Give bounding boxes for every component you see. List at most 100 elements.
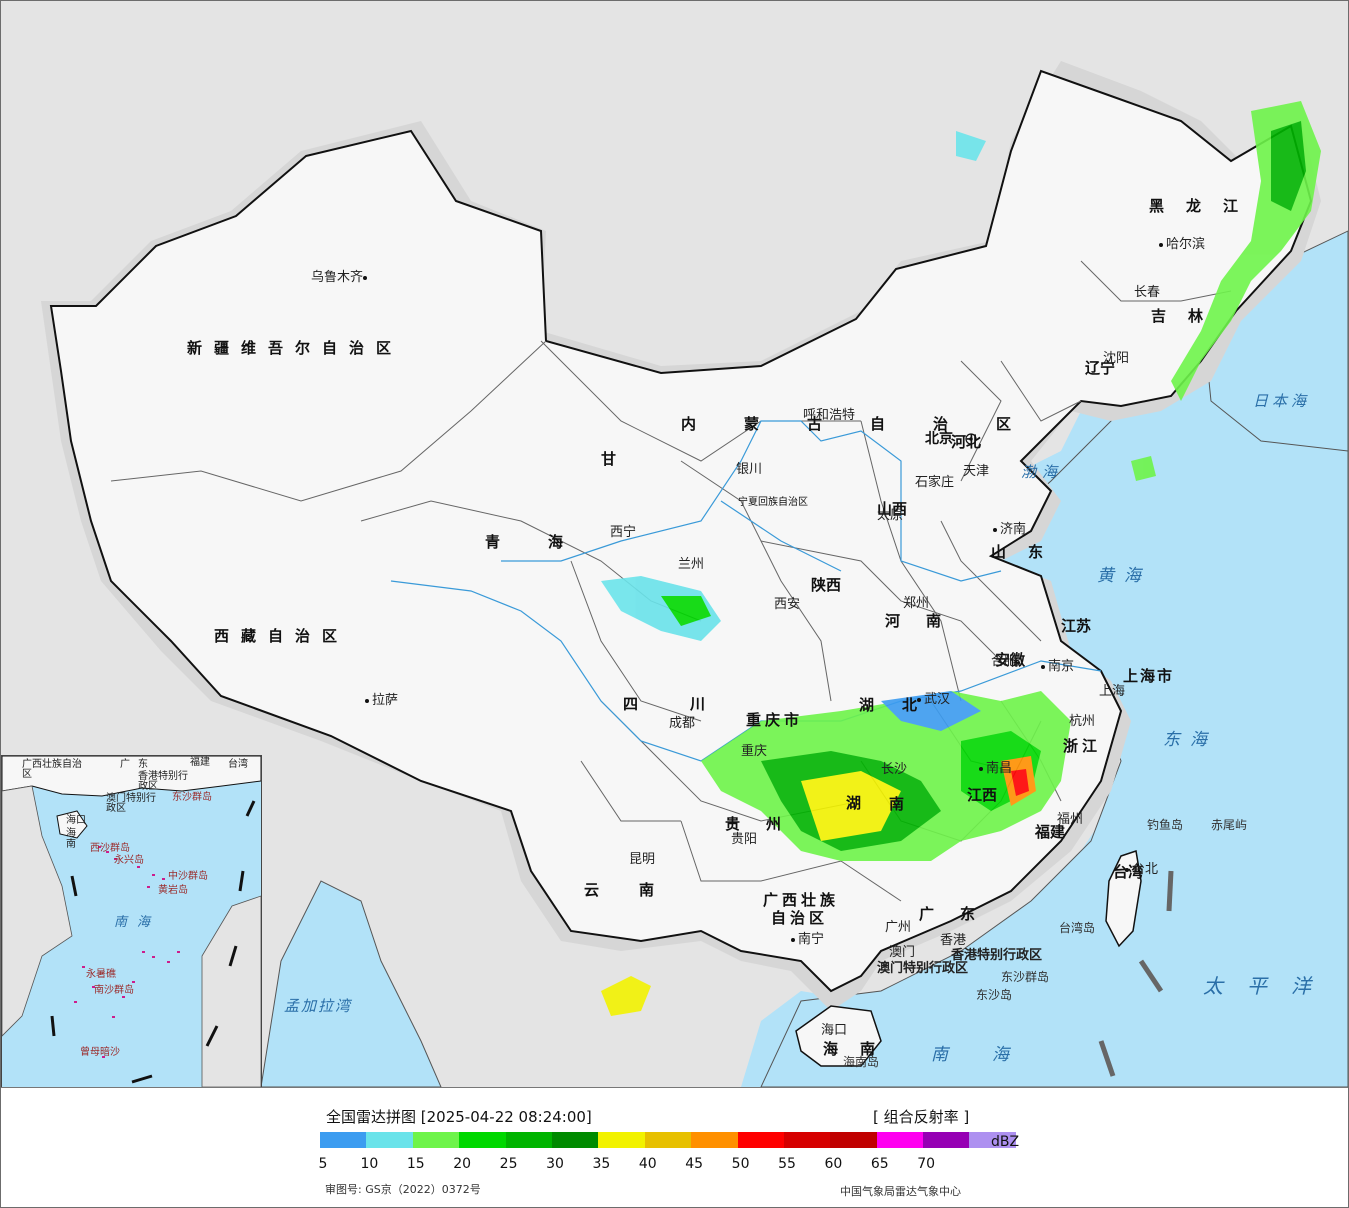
city-urumqi: 乌鲁木齐 [311,271,370,284]
island-dongsha-qundao: 东沙群岛 [1001,970,1050,984]
legend-swatch [551,1132,599,1148]
inset-label-dongsha: 东沙群岛 [172,792,212,803]
legend-tick-label: 10 [360,1156,379,1172]
province-label-xizang: 西藏自治区 [214,627,350,645]
legend-unit: dBZ [991,1134,1020,1150]
inset-label-guangdong: 广东 [120,759,156,770]
province-label-hunan-1: 湖 [846,794,874,812]
city-shijiazhuang: 石家庄 [915,475,955,490]
province-label-hubei-2: 北 [902,696,930,714]
hainan-island [795,1005,882,1067]
legend-tick-label: 20 [453,1156,472,1172]
city-huhehaote: 呼和浩特 [803,408,856,423]
sea-label-taipingyang: 太平洋 [1203,974,1335,998]
legend-tick-label: 65 [870,1156,889,1172]
province-label-guizhou: 贵州 [725,815,808,833]
city-chengdu: 成都 [669,716,696,731]
inset-label-xisha: 西沙群岛 [90,843,130,854]
legend-color-bar [320,1132,1016,1148]
city-yinchuan: 银川 [736,462,763,477]
sea-label-bengal: 孟加拉湾 [284,997,353,1015]
inset-label-hainan: 海南 [66,828,76,850]
province-label-yunnan: 云南 [584,881,695,899]
province-label-hainan: 海南 [823,1040,898,1058]
inset-label-zengmu: 曾母暗沙 [80,1047,120,1058]
sea-label-huanghai: 黄海 [1097,566,1151,586]
city-zhengzhou: 郑州 [903,596,930,611]
legend-swatch [737,1132,784,1148]
map-area: 新疆维吾尔自治区 西藏自治区 青海 甘 四川 云南 贵州 广西壮族 自治区 广东… [1,1,1348,1088]
legend-tick-label: 35 [592,1156,611,1172]
city-chongqing: 重庆 [741,744,768,759]
legend-swatch [691,1132,738,1148]
legend-swatch [505,1132,552,1148]
province-label-xinjiang: 新疆维吾尔自治区 [187,339,404,357]
legend-tick-label: 5 [318,1156,328,1172]
city-haerbin: 哈尔滨 [1159,238,1205,251]
province-label-chongqing: 重庆市 [746,711,804,729]
sea-label-donghai: 东海 [1163,730,1217,750]
legend-swatch [644,1132,692,1148]
province-label-zhejiang: 浙江 [1063,737,1102,755]
city-taiyuan: 太原 [877,508,904,523]
island-hainan-dao: 海南岛 [843,1055,880,1069]
inset-label-macau: 澳门特别行政区 [106,793,156,814]
city-tianjin: 天津 [963,464,990,479]
province-label-jiangxi: 江西 [967,786,998,804]
echo-yunnan-border [601,976,651,1016]
legend-swatch [830,1132,877,1148]
inset-label-zhongsha: 中沙群岛 [168,871,208,882]
province-label-anhui: 安徽 [995,651,1026,669]
legend-tick-label: 50 [731,1156,750,1172]
legend-panel: 全国雷达拼图 [2025-04-22 08:24:00] [ 组合反射率 ] d… [1,1088,1348,1207]
province-label-jiangsu: 江苏 [1061,617,1092,635]
city-xianggang: 香港 [940,933,967,948]
city-changsha: 长沙 [881,762,908,777]
city-wuhan: 武汉 [917,693,950,706]
label-macau-sar: 澳门特别行政区 [877,961,969,976]
province-label-jilin: 吉林 [1151,307,1226,325]
legend-swatch [923,1132,970,1148]
inset-label-fujian: 福建 [190,757,210,768]
island-diaoyu: 钓鱼岛 [1147,818,1184,832]
inset-label-yongshu: 永暑礁 [86,969,116,980]
inset-label-huangyan: 黄岩岛 [158,885,188,896]
legend-swatch [598,1132,645,1148]
legend-source: 中国气象局雷达气象中心 [840,1185,961,1198]
legend-tick-label: 25 [499,1156,518,1172]
province-label-hunan-2: 南 [889,795,917,813]
legend-tick-label: 15 [406,1156,425,1172]
province-label-neimenggu: 内蒙古自治区 [681,415,1060,433]
legend-review-number: 审图号: GS京（2022）0372号 [325,1183,481,1196]
inset-label-haikou: 海口 [66,815,86,826]
sea-label-ribenhai: 日本海 [1253,392,1311,410]
bay-of-bengal [260,880,442,1087]
city-guangzhou: 广州 [885,920,912,935]
legend-tick-label: 45 [685,1156,704,1172]
legend-swatch [320,1132,367,1148]
city-haikou: 海口 [821,1023,848,1038]
city-fuzhou: 福州 [1057,812,1084,827]
city-taibei: 台北 [1125,863,1158,876]
inset-label-nansha: 南沙群岛 [94,985,134,996]
city-lasa: 拉萨 [365,694,398,707]
province-label-fujian: 福建 [1035,823,1066,841]
boundary-dashes [1098,870,1174,1077]
sea-label-nanhai: 南海 [931,1045,1053,1065]
city-nanning: 南宁 [791,933,824,946]
legend-swatch [876,1132,924,1148]
inset-map [2,756,261,1087]
legend-ticks: 5 10 15 20 25 30 35 40 45 50 55 60 65 70 [1,1156,1001,1174]
island-chiwei: 赤尾屿 [1211,818,1248,832]
inset-label-yongxing: 永兴岛 [114,855,144,866]
city-hefei: 合肥 [991,654,1018,669]
legend-tick-label: 60 [824,1156,843,1172]
province-label-qinghai: 青海 [485,533,612,551]
province-label-shanghai: 上海市 [1123,667,1175,685]
inset-label-taiwan: 台湾 [228,759,248,770]
city-beijing: 北京 [925,431,953,447]
province-label-shandong: 山东 [991,543,1066,561]
echo-gansu [601,576,721,641]
province-label-henan: 河南 [885,612,968,630]
